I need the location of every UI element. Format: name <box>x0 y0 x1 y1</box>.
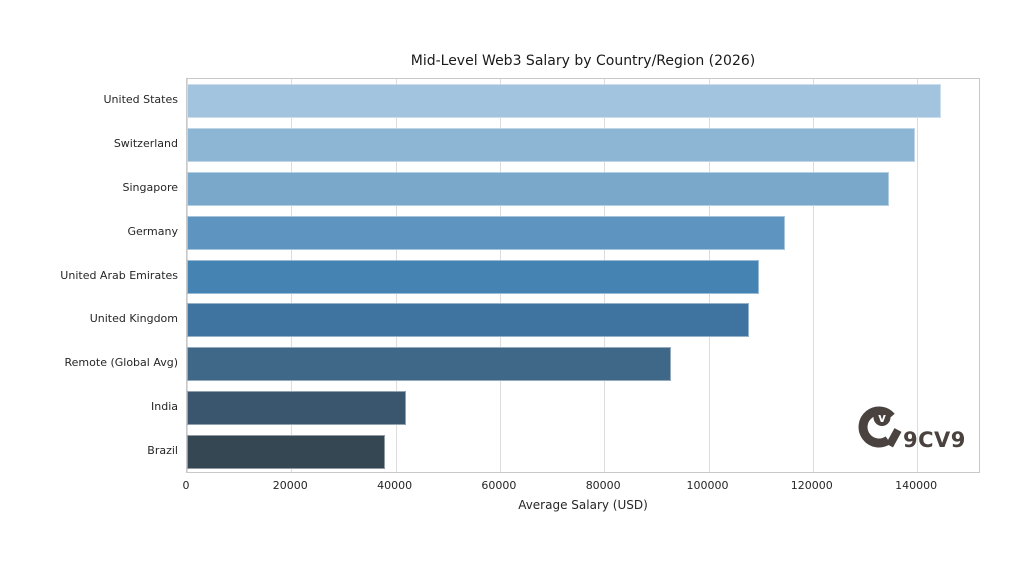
y-tick-label: Remote (Global Avg) <box>64 356 178 370</box>
x-tick-label: 20000 <box>272 479 308 492</box>
bar-germany <box>187 215 786 250</box>
plot-area <box>186 78 980 473</box>
y-tick-label: Switzerland <box>113 136 178 150</box>
bar-united-kingdom <box>187 303 749 338</box>
x-tick-label: 80000 <box>585 479 621 492</box>
x-tick-label: 120000 <box>790 479 833 492</box>
x-tick-label: 140000 <box>895 479 938 492</box>
x-tick-label: 60000 <box>481 479 517 492</box>
x-tick-label: 40000 <box>377 479 413 492</box>
svg-text:v: v <box>878 411 886 425</box>
logo-9cv9-icon: v <box>858 406 902 448</box>
gridline <box>917 79 919 472</box>
bar-switzerland <box>187 127 916 162</box>
y-tick-label: United States <box>103 92 179 106</box>
y-tick-label: Singapore <box>122 180 179 194</box>
logo: v 9CV9 <box>856 400 978 456</box>
y-tick-label: United Kingdom <box>89 312 178 326</box>
x-tick-label: 100000 <box>686 479 729 492</box>
chart-title: Mid-Level Web3 Salary by Country/Region … <box>410 53 756 69</box>
bar-united-arab-emirates <box>187 259 760 294</box>
y-tick-label: Brazil <box>147 444 178 458</box>
y-tick-label: India <box>151 400 178 414</box>
x-axis-label: Average Salary (USD) <box>518 498 648 512</box>
bar-remote-global-avg- <box>187 347 671 382</box>
y-tick-label: Germany <box>127 224 178 238</box>
bar-india <box>187 391 406 426</box>
gridline <box>812 79 814 472</box>
bar-brazil <box>187 435 385 470</box>
bar-united-states <box>187 83 942 118</box>
bar-singapore <box>187 171 890 206</box>
logo-text: 9CV9 <box>903 428 966 452</box>
y-tick-label: United Arab Emirates <box>60 268 178 282</box>
x-tick-label: 0 <box>182 479 190 492</box>
